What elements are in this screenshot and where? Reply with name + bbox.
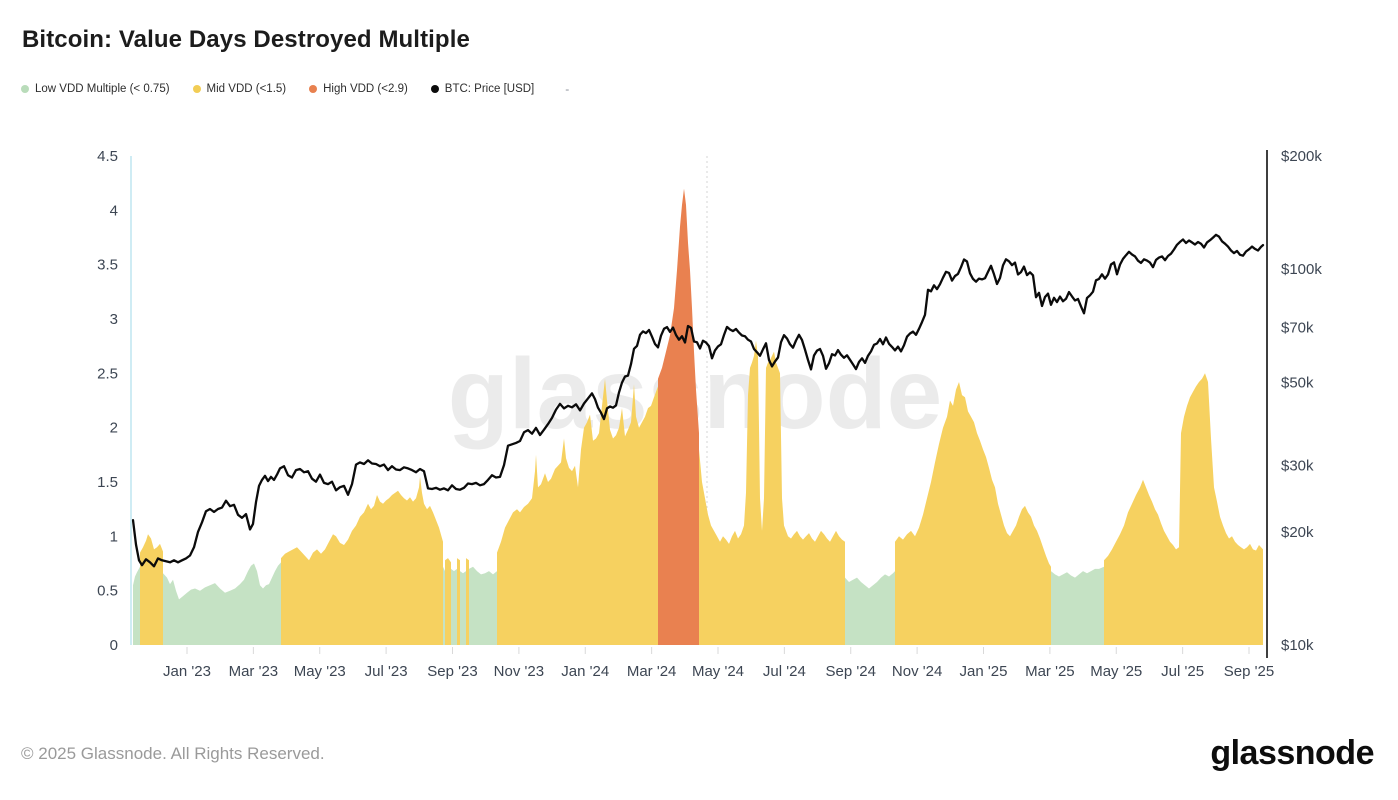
x-axis-tick-label: Jan '23 [163,663,211,680]
btc-price-dot-icon [430,85,439,93]
left-axis-tick-label: 3.5 [97,257,118,274]
x-axis-tick-label: Sep '23 [427,663,477,680]
right-axis-tick-label: $10k [1281,637,1314,654]
vdd-area-low [451,568,457,645]
vdd-area-mid [466,558,469,645]
x-axis-tick-label: May '25 [1090,663,1142,680]
left-axis-tick-label: 2.5 [97,365,118,382]
x-axis-tick-label: Sep '25 [1224,663,1274,680]
left-axis-tick-label: 1 [110,528,118,545]
legend-item-mid-vdd[interactable]: Mid VDD (<1.5) [192,83,287,95]
vdd-area-high [658,188,699,645]
x-axis-tick-label: Jul '25 [1161,663,1204,680]
right-axis-tick-label: $50k [1281,374,1314,391]
x-axis-tick-label: Jul '24 [763,663,806,680]
mid-vdd-dot-icon [192,85,201,93]
x-axis-tick-label: Jul '23 [365,663,408,680]
vdd-area-mid [281,476,443,645]
vdd-area-mid [445,558,451,645]
vdd-area-mid [457,558,460,645]
vdd-area-low [133,566,140,645]
vdd-area-mid [699,340,845,645]
x-axis-tick-label: Nov '23 [494,663,544,680]
x-axis-tick-label: Jan '25 [960,663,1008,680]
vdd-area-mid [1104,373,1263,645]
vdd-area-low [163,562,281,645]
legend-label: BTC: Price [USD] [444,83,535,95]
x-axis-tick-label: Jan '24 [561,663,609,680]
vdd-area-low [469,566,497,645]
vdd-area-mid [895,382,1051,645]
right-axis-tick-label: $200k [1281,148,1322,165]
low-vdd-dot-icon [21,85,29,93]
x-axis-tick-label: Mar '23 [229,663,279,680]
vdd-area-low [443,566,445,645]
page-title: Bitcoin: Value Days Destroyed Multiple [22,26,470,53]
right-axis-tick-label: $20k [1281,524,1314,541]
legend-label: Low VDD Multiple (< 0.75) [35,83,170,95]
vdd-area-low [1051,566,1104,645]
legend-item-high-vdd[interactable]: High VDD (<2.9) [309,83,408,95]
legend-label: High VDD (<2.9) [323,83,408,95]
chart-legend: Low VDD Multiple (< 0.75) Mid VDD (<1.5) H… [21,82,569,96]
vdd-area-mid [497,378,658,645]
right-axis-tick-label: $100k [1281,261,1322,278]
x-axis-tick-label: May '24 [692,663,744,680]
copyright-text: © 2025 Glassnode. All Rights Reserved. [21,744,325,763]
high-vdd-dot-icon [309,85,318,93]
legend-item-btc-price[interactable]: BTC: Price [USD] [430,83,535,95]
right-axis-tick-label: $30k [1281,458,1314,475]
legend-item-marker-dash[interactable]: - [565,82,570,96]
glassnode-logo: glassnode [1210,734,1374,772]
left-axis-tick-label: 4.5 [97,148,118,165]
x-axis-tick-label: Mar '24 [627,663,677,680]
x-axis-tick-label: May '23 [294,663,346,680]
right-axis-tick-label: $70k [1281,319,1314,336]
left-axis-tick-label: 1.5 [97,474,118,491]
x-axis-tick-label: Nov '24 [892,663,942,680]
left-axis-tick-label: 3 [110,311,118,328]
vdd-area-low [845,571,895,645]
left-axis-tick-label: 4 [110,202,118,219]
btc-price-line [131,233,1265,568]
left-axis-tick-label: 2 [110,420,118,437]
vdd-area-mid [140,534,163,645]
x-axis-tick-label: Sep '24 [826,663,876,680]
legend-label: Mid VDD (<1.5) [206,83,287,95]
legend-item-low-vdd[interactable]: Low VDD Multiple (< 0.75) [21,83,170,95]
vdd-area-low [460,571,466,645]
x-axis-tick-label: Mar '25 [1025,663,1075,680]
left-axis-tick-label: 0.5 [97,583,118,600]
left-axis-tick-label: 0 [110,637,118,654]
